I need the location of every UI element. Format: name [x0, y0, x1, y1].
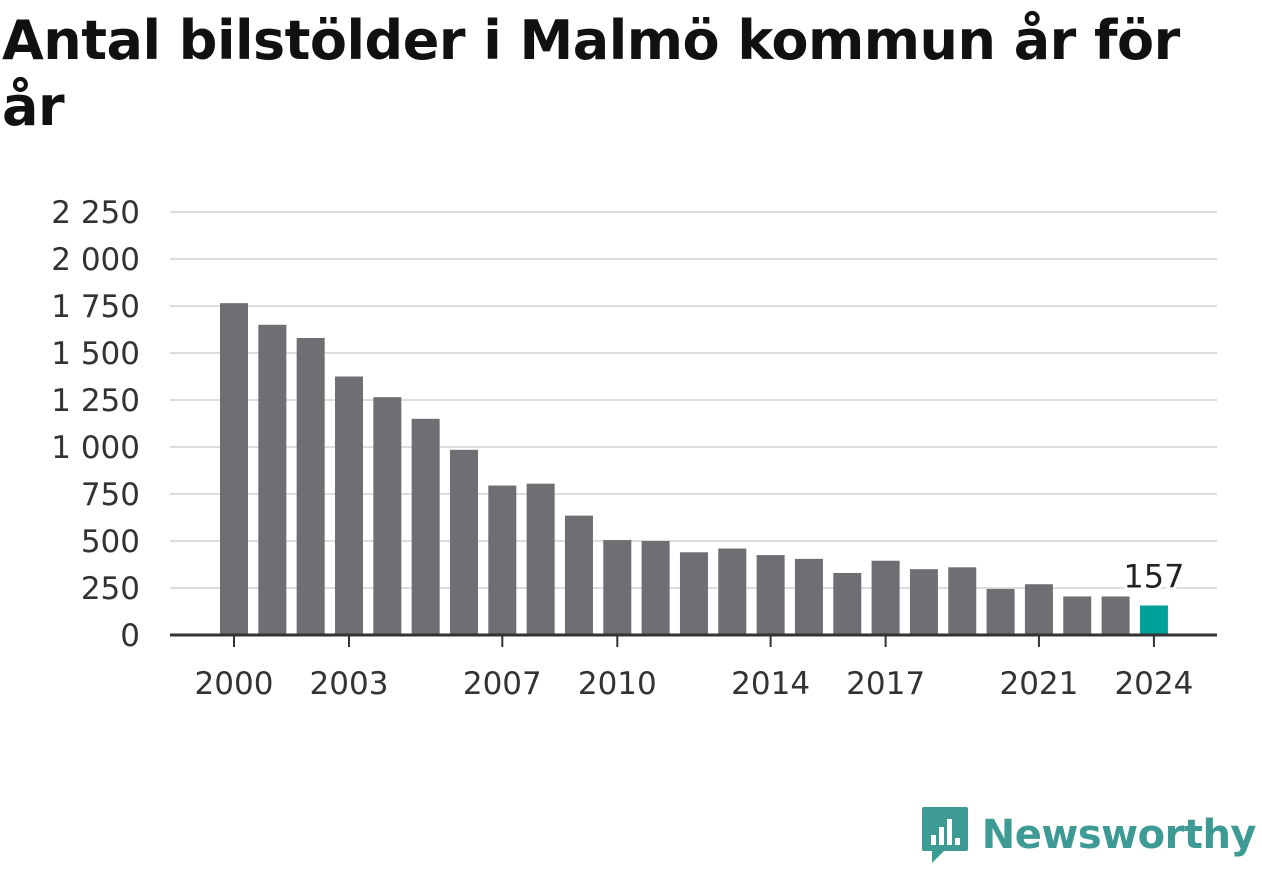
y-tick-label: 2 250	[51, 195, 140, 231]
bar-2004	[373, 397, 402, 635]
value-label-2024: 157	[1123, 557, 1184, 595]
bar-2006	[449, 449, 478, 635]
y-tick-label: 1 500	[51, 336, 140, 372]
bar-2000	[220, 303, 248, 635]
bar-2016	[833, 572, 862, 635]
annotations: 157	[1120, 554, 1187, 598]
bar-2015	[794, 558, 823, 635]
grid-lines	[170, 211, 1217, 589]
bar-2009	[564, 515, 593, 635]
bar-2023	[1101, 596, 1130, 635]
bar-2018	[909, 569, 938, 635]
y-tick-label: 1 750	[51, 289, 140, 325]
x-tick-label: 2021	[999, 666, 1078, 702]
bar-2003	[334, 376, 363, 635]
bar-2019	[948, 567, 977, 635]
y-tick-label: 250	[81, 571, 140, 607]
bar-2008	[526, 483, 555, 635]
y-tick-label: 500	[81, 524, 140, 560]
x-tick-label: 2017	[846, 666, 925, 702]
brand-name: Newsworthy	[981, 812, 1257, 858]
newsworthy-logo[interactable]: Newsworthy	[920, 805, 1257, 865]
chart-title: Antal bilstölder i Malmö kommun år för å…	[2, 9, 1180, 138]
bar-2021	[1024, 584, 1053, 635]
x-tick-label: 2007	[463, 666, 542, 702]
bars	[220, 303, 1168, 635]
y-tick-label: 750	[81, 477, 140, 513]
bar-2010	[603, 540, 632, 635]
bar-2005	[411, 418, 440, 635]
x-tick-label: 2010	[578, 666, 657, 702]
bar-2022	[1063, 596, 1092, 635]
x-tick-label: 2000	[195, 666, 274, 702]
x-tick-label: 2024	[1114, 666, 1193, 702]
bar-2012	[679, 552, 708, 635]
y-tick-label: 0	[120, 618, 140, 654]
y-tick-label: 1 250	[51, 383, 140, 419]
newsworthy-chart-bubble-icon	[921, 807, 968, 863]
x-axis-ticks: 2000 2003 2007 2010 2014 2017 2021 2024	[195, 635, 1193, 702]
bar-2017	[871, 560, 900, 635]
bar-2002	[296, 337, 325, 635]
bar-2011	[641, 541, 670, 635]
y-axis-labels: 0 250 500 750 1 000 1 250 1 500 1 750 2 000 2 250	[51, 195, 140, 654]
bar-2020	[986, 588, 1015, 635]
y-tick-label: 2 000	[51, 242, 140, 278]
x-tick-label: 2003	[310, 666, 389, 702]
x-tick-label: 2014	[731, 666, 810, 702]
y-tick-label: 1 000	[51, 430, 140, 466]
bar-2007	[488, 485, 517, 635]
bar-2013	[718, 548, 747, 635]
bar-2024	[1139, 605, 1168, 635]
bar-2001	[258, 324, 287, 635]
bar-2014	[756, 555, 785, 635]
